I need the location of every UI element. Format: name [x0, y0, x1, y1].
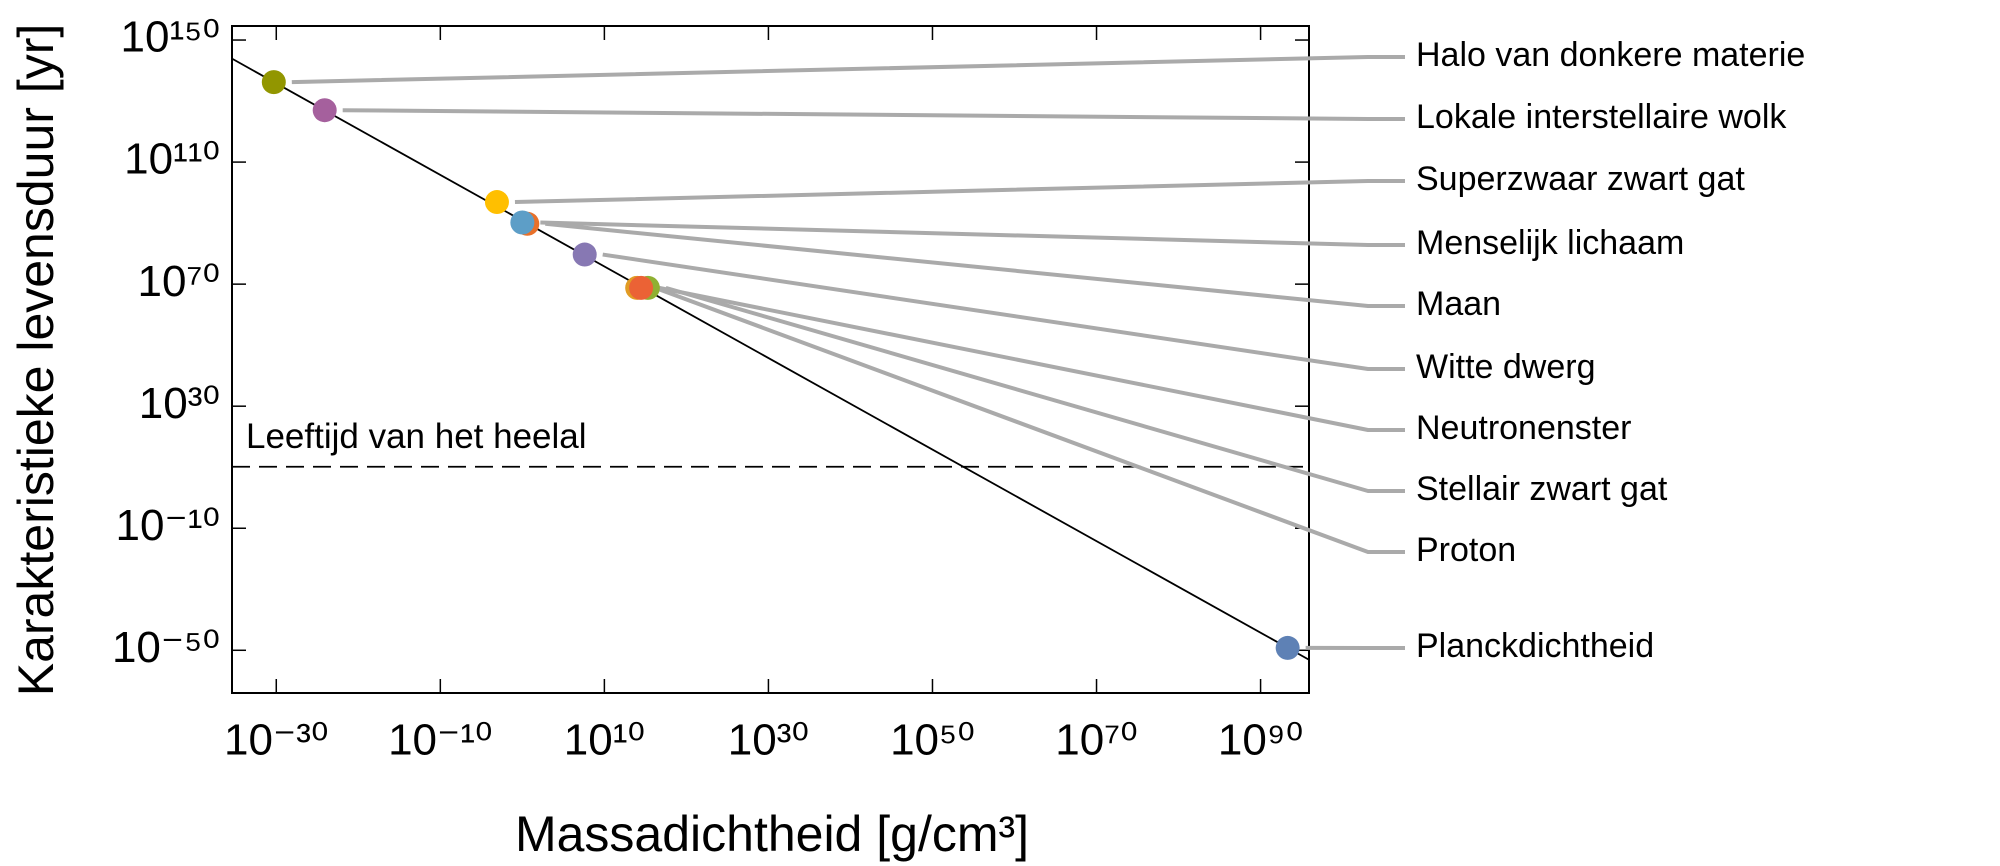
connector	[540, 220, 1405, 247]
legend-label: Lokale interstellaire wolk	[1416, 98, 1787, 136]
annotation-text: Leeftijd van het heelal	[246, 417, 587, 456]
y-axis-label: Karakteristieke levensduur [yr]	[8, 24, 64, 697]
point	[510, 210, 535, 235]
legend-label: Witte dwerg	[1416, 348, 1596, 386]
y-tick-label: 10³⁰	[139, 379, 220, 428]
x-axis-label: Massadichtheid [g/cm³]	[515, 806, 1029, 862]
legend-label: Planckdichtheid	[1416, 627, 1654, 665]
connector	[545, 221, 1405, 308]
x-tick-label: 10⁹⁰	[1218, 716, 1303, 765]
legend-label: Maan	[1416, 285, 1501, 323]
x-tick-label: 10⁻³⁰	[224, 716, 328, 765]
x-tick-label: 10⁷⁰	[1055, 716, 1138, 765]
connector	[514, 179, 1405, 205]
x-tick-label: 10¹⁰	[564, 716, 645, 765]
x-tick-label: 10³⁰	[728, 716, 809, 765]
point	[629, 275, 654, 300]
legend-label: Halo van donkere materie	[1416, 36, 1805, 74]
point	[484, 190, 509, 215]
x-tick-label: 10⁻¹⁰	[388, 716, 492, 765]
point	[261, 70, 286, 95]
y-tick-label: 10⁻⁵⁰	[112, 623, 220, 672]
connector	[654, 285, 1405, 554]
y-tick-label: 10¹¹⁰	[124, 135, 220, 184]
legend-label: Stellair zwart gat	[1416, 470, 1668, 508]
y-tick-label: 10¹⁵⁰	[121, 13, 220, 62]
legend-label: Menselijk lichaam	[1416, 224, 1684, 262]
connector	[291, 55, 1405, 85]
reference-line	[231, 57, 1310, 661]
connector	[602, 252, 1405, 371]
legend-label: Superzwaar zwart gat	[1416, 160, 1745, 198]
legend-label: Proton	[1416, 531, 1516, 569]
connector	[658, 285, 1405, 432]
connector	[342, 108, 1405, 121]
y-tick-label: 10⁷⁰	[138, 257, 221, 306]
point	[1275, 635, 1300, 660]
x-tick-label: 10⁵⁰	[890, 716, 975, 765]
legend-label: Neutronenster	[1416, 409, 1631, 447]
point	[312, 98, 337, 123]
connector	[665, 285, 1405, 493]
y-tick-label: 10⁻¹⁰	[116, 501, 220, 550]
point	[572, 242, 597, 267]
